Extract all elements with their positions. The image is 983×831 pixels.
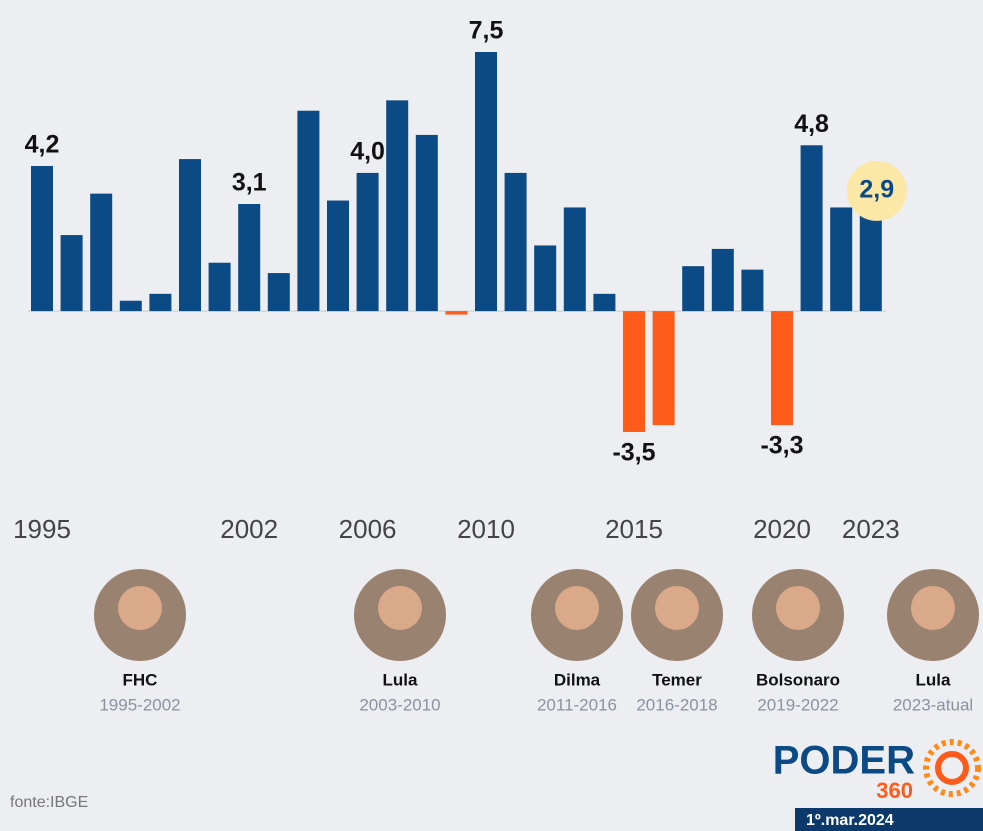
president-period: 2011-2016 <box>537 695 617 714</box>
photo-face <box>776 586 820 630</box>
bar <box>653 311 675 425</box>
date: 1º.mar.2024 <box>806 812 894 829</box>
bar <box>416 135 438 311</box>
x-tick-label: 2002 <box>220 514 278 544</box>
bar <box>801 145 823 311</box>
x-tick-label: 2020 <box>753 514 811 544</box>
bar <box>61 235 83 311</box>
bar <box>564 207 586 311</box>
president-name: Temer <box>652 670 702 689</box>
value-label: 7,5 <box>469 17 504 45</box>
value-label: 4,0 <box>350 138 385 166</box>
president-name: FHC <box>123 670 158 689</box>
value-label: 2,9 <box>859 176 894 204</box>
photo-face <box>118 586 162 630</box>
president-period: 2023-atual <box>893 695 973 714</box>
bar <box>149 294 171 311</box>
bar <box>31 166 53 311</box>
bar <box>771 311 793 425</box>
president-period: 2016-2018 <box>636 695 717 714</box>
x-tick-label: 2010 <box>457 514 515 544</box>
x-tick-label: 1995 <box>13 514 71 544</box>
x-tick-label: 2006 <box>339 514 397 544</box>
bar <box>120 301 142 311</box>
president-name: Dilma <box>554 670 601 689</box>
bar <box>238 204 260 311</box>
bar <box>268 273 290 311</box>
bar <box>712 249 734 311</box>
bar <box>682 266 704 311</box>
x-tick-label: 2015 <box>605 514 663 544</box>
president-period: 2019-2022 <box>757 695 838 714</box>
bar <box>505 173 527 311</box>
logo: PODER <box>773 739 915 783</box>
president-name: Bolsonaro <box>756 670 840 689</box>
bar <box>860 211 882 311</box>
bar <box>741 270 763 311</box>
bar <box>209 263 231 311</box>
value-label: -3,5 <box>612 439 655 467</box>
photo-face <box>378 586 422 630</box>
photo-face <box>555 586 599 630</box>
bar <box>593 294 615 311</box>
president-name: Lula <box>916 670 951 689</box>
value-label: 4,2 <box>25 131 60 159</box>
bar <box>830 207 852 311</box>
bar <box>623 311 645 432</box>
value-label: 4,8 <box>794 110 829 138</box>
source: fonte:IBGE <box>10 794 88 811</box>
bar <box>534 245 556 311</box>
bar <box>297 111 319 311</box>
president-period: 2003-2010 <box>359 695 440 714</box>
value-label: -3,3 <box>760 432 803 460</box>
bar <box>386 100 408 311</box>
chart: fonte:IBGE PODER 360 1º.mar.2024 1995 4,2… <box>0 0 983 831</box>
bar <box>475 52 497 311</box>
photo-face <box>655 586 699 630</box>
logo-number: 360 <box>876 778 913 803</box>
president-name: Lula <box>383 670 418 689</box>
bar <box>445 311 467 314</box>
president-period: 1995-2002 <box>99 695 180 714</box>
value-label: 3,1 <box>232 169 267 197</box>
bar <box>357 173 379 311</box>
bar <box>327 201 349 312</box>
bar <box>179 159 201 311</box>
x-tick-label: 2023 <box>842 514 900 544</box>
bar <box>90 194 112 311</box>
photo-face <box>911 586 955 630</box>
